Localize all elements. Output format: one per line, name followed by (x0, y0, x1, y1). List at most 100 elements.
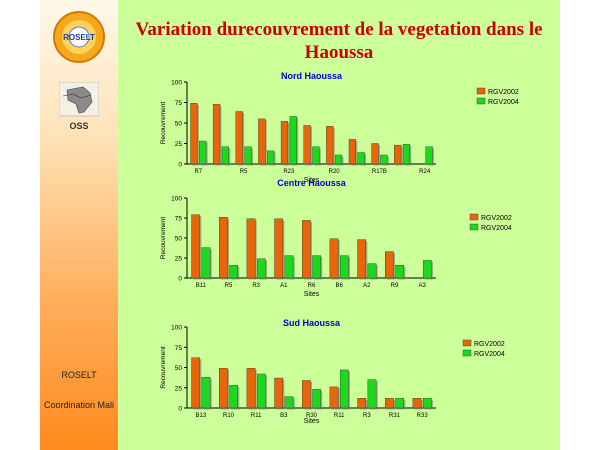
bar-rgv2002 (218, 216, 228, 279)
bar-rgv2004 (221, 146, 229, 165)
x-tick-label: R11 (334, 413, 345, 419)
x-axis-label: Sites (304, 291, 320, 298)
x-tick-label: R6 (308, 283, 316, 289)
bar-rgv2002 (371, 143, 379, 165)
africa-map-icon (66, 86, 93, 114)
legend-swatch (462, 349, 472, 357)
y-tick-label: 75 (175, 216, 183, 223)
bar-rgv2002 (246, 368, 256, 409)
bar-rgv2004 (395, 265, 405, 279)
chart-title: Centre Haoussa (277, 178, 347, 188)
legend-swatch (469, 213, 479, 221)
bar-rgv2002 (191, 357, 201, 409)
y-tick-label: 75 (175, 345, 183, 352)
x-tick-label: R9 (391, 283, 399, 289)
bar-rgv2004 (367, 379, 377, 409)
bar-rgv2002 (301, 220, 311, 279)
bar-rgv2002 (190, 103, 198, 165)
bar-rgv2002 (301, 380, 311, 409)
legend-swatch (469, 223, 479, 231)
bar-rgv2002 (246, 218, 256, 279)
bar-rgv2002 (274, 377, 284, 409)
y-tick-label: 50 (175, 236, 183, 243)
bar-rgv2004 (380, 154, 388, 165)
y-tick-label: 100 (171, 80, 182, 87)
x-tick-label: A1 (280, 283, 288, 289)
oss-logo (59, 82, 99, 117)
bar-rgv2002 (394, 144, 402, 165)
x-tick-label: R23 (283, 169, 295, 175)
chart-title: Sud Haoussa (283, 318, 341, 328)
x-tick-label: R31 (389, 413, 401, 419)
legend-label: RGV2002 (488, 89, 519, 96)
slide: ROSELT OSS ROSELT Coordination Mali Vari… (40, 0, 560, 450)
x-axis-label: Sites (304, 418, 320, 425)
legend-label: RGV2004 (481, 225, 512, 232)
y-tick-label: 50 (175, 121, 183, 128)
main-area: Variation durecouvrement de la vegetatio… (118, 0, 560, 450)
bar-rgv2002 (357, 398, 367, 409)
legend-label: RGV2002 (481, 215, 512, 222)
bar-rgv2004 (284, 396, 294, 409)
bar-rgv2004 (201, 247, 211, 279)
x-tick-label: R30 (306, 413, 318, 419)
bar-rgv2002 (258, 118, 266, 165)
org-label: ROSELT (61, 370, 97, 380)
y-axis-label: Recouvrement (160, 346, 167, 388)
x-tick-label: R7 (194, 169, 202, 175)
bar-rgv2004 (339, 255, 349, 279)
legend-label: RGV2004 (474, 351, 505, 358)
x-tick-label: A3 (418, 283, 426, 289)
x-tick-label: R3 (252, 283, 260, 289)
bar-rgv2004 (367, 263, 377, 279)
x-tick-label: R20 (329, 169, 341, 175)
bar-rgv2004 (199, 140, 207, 165)
x-tick-label: B13 (195, 413, 206, 419)
x-tick-label: R33 (417, 413, 429, 419)
bar-rgv2002 (348, 139, 356, 165)
x-tick-label: R5 (240, 169, 248, 175)
bar-rgv2004 (357, 152, 365, 165)
y-tick-label: 25 (175, 256, 183, 263)
y-tick-label: 100 (171, 325, 182, 332)
bar-rgv2004 (201, 377, 211, 409)
bar-rgv2004 (425, 146, 433, 165)
y-axis-label: Recouvrement (160, 102, 167, 144)
bar-rgv2002 (357, 239, 367, 279)
bar-rgv2004 (229, 265, 239, 279)
y-tick-label: 0 (178, 276, 182, 283)
y-tick-label: 25 (175, 385, 183, 392)
legend-swatch (476, 97, 486, 105)
bar-rgv2002 (191, 214, 201, 279)
bar-rgv2004 (422, 398, 432, 409)
bar-rgv2004 (256, 258, 266, 279)
x-tick-label: R24 (419, 169, 431, 175)
x-tick-label: R3 (363, 413, 371, 419)
bar-rgv2004 (402, 144, 411, 165)
y-tick-label: 100 (171, 196, 182, 203)
x-tick-label: R10 (223, 413, 235, 419)
charts-area: Nord Haoussa 0 25 50 75 100 Recouvrement R7 R5 R2… (160, 71, 519, 425)
bar-rgv2004 (267, 150, 275, 165)
bar-rgv2002 (385, 251, 394, 279)
bar-rgv2002 (329, 238, 339, 279)
bar-rgv2004 (289, 116, 297, 165)
bar-rgv2002 (274, 218, 284, 279)
x-tick-label: B3 (280, 413, 288, 419)
bar-rgv2004 (256, 373, 266, 409)
bar-rgv2002 (326, 126, 334, 165)
bar-rgv2004 (312, 255, 322, 279)
x-tick-label: R17B (372, 169, 387, 175)
x-tick-label: R11 (251, 413, 262, 419)
bar-rgv2004 (334, 154, 343, 165)
chart-title: Nord Haoussa (281, 71, 343, 81)
bar-rgv2004 (339, 369, 349, 409)
bar-rgv2002 (303, 125, 311, 165)
x-tick-label: A2 (363, 283, 371, 289)
y-axis-label: Recouvrement (160, 217, 167, 259)
sidebar: ROSELT OSS ROSELT Coordination Mali (40, 0, 118, 450)
x-axis-label: Sites (304, 177, 320, 184)
bar-rgv2002 (212, 103, 221, 165)
legend-label: RGV2002 (474, 341, 505, 348)
x-tick-label: B6 (335, 283, 343, 289)
